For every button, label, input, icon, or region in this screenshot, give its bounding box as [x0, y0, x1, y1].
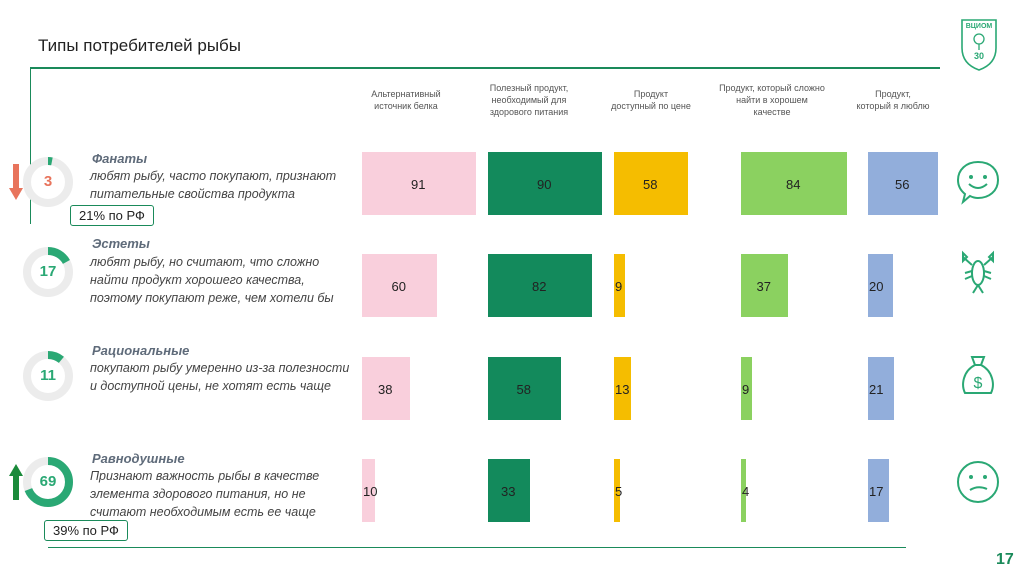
- bar: [868, 357, 894, 420]
- footer-divider: [48, 547, 906, 548]
- segment-description: любят рыбу, часто покупают, признают пит…: [90, 169, 337, 201]
- vciom-logo-icon: ВЦИОМ 30: [961, 19, 997, 71]
- column-header: Альтернативный источник белка: [371, 89, 441, 111]
- bar: [362, 459, 375, 522]
- logo-years: 30: [974, 51, 984, 61]
- bar: [614, 254, 625, 317]
- bar: [362, 152, 476, 215]
- bar-value-label: 10: [363, 484, 378, 499]
- column-header: Продукт, который я люблю: [856, 89, 930, 111]
- donut-fill: [23, 247, 73, 297]
- bar: [362, 254, 437, 317]
- logo-text: ВЦИОМ: [966, 23, 993, 30]
- money-bag-icon: $: [962, 356, 994, 394]
- rf-share-badge: 39% по РФ: [44, 520, 128, 541]
- segment-name: Эстеты: [92, 236, 150, 251]
- bar-value-label: 58: [643, 177, 658, 192]
- crayfish-icon: [962, 250, 994, 294]
- segment-description: Признают важность рыбы в качестве элемен…: [90, 469, 320, 519]
- page-title: Типы потребителей рыбы: [38, 36, 242, 55]
- bar: [741, 459, 746, 522]
- share-donut: [23, 351, 73, 401]
- segment-share: 17: [39, 263, 57, 280]
- bar: [614, 152, 688, 215]
- column-header: Продукт доступный по цене: [611, 89, 691, 111]
- segment-name: Фанаты: [92, 151, 148, 166]
- bar: [741, 357, 752, 420]
- bar-value-label: 21: [869, 382, 884, 397]
- share-donut: [23, 457, 73, 507]
- donut-fill: [23, 351, 73, 401]
- neutral-face-icon: [957, 461, 999, 503]
- bar-value-label: 56: [895, 177, 910, 192]
- bar-value-label: 13: [615, 382, 630, 397]
- header-divider: [30, 67, 940, 69]
- page-number: 17: [996, 551, 1014, 568]
- bar-value-label: 91: [411, 177, 426, 192]
- bar: [614, 459, 620, 522]
- share-donut: [23, 157, 73, 207]
- bar-value-label: 9: [742, 382, 750, 397]
- donut-fill: [23, 157, 73, 207]
- bar: [868, 152, 938, 215]
- bar: [488, 459, 530, 522]
- bar-value-label: 33: [501, 484, 516, 499]
- bar-value-label: 20: [869, 279, 884, 294]
- bar-value-label: 37: [756, 279, 771, 294]
- bar: [868, 254, 893, 317]
- bar: [868, 459, 889, 522]
- arrow-up-icon: [9, 464, 23, 500]
- segment-name: Рациональные: [92, 343, 190, 358]
- bar-value-label: 5: [615, 484, 623, 499]
- bar: [741, 254, 788, 317]
- bar-value-label: 9: [615, 279, 623, 294]
- column-header: Продукт, который сложно найти в хорошем ка…: [719, 83, 825, 117]
- segment-description: любят рыбу, но считают, что сложно найти…: [90, 255, 334, 305]
- donut-fill: [23, 457, 73, 507]
- rf-share-badge: 21% по РФ: [70, 205, 154, 226]
- bar: [488, 152, 602, 215]
- smile-face-icon: [956, 160, 1000, 205]
- bar-value-label: 58: [516, 382, 531, 397]
- left-divider: [30, 69, 31, 224]
- bar-value-label: 4: [742, 484, 750, 499]
- bar-value-label: 90: [537, 177, 552, 192]
- segment-share: 11: [40, 367, 56, 384]
- bar: [488, 357, 561, 420]
- arrow-down-icon: [9, 164, 23, 200]
- segment-name: Равнодушные: [92, 451, 185, 466]
- segment-description: покупают рыбу умеренно из-за полезности …: [90, 361, 350, 393]
- bar-value-label: 17: [869, 484, 884, 499]
- svg-text:$: $: [974, 375, 983, 392]
- bar: [362, 357, 410, 420]
- bar: [741, 152, 847, 215]
- share-donut: [23, 247, 73, 297]
- segment-share: 69: [39, 473, 57, 490]
- bar: [488, 254, 592, 317]
- bar-value-label: 60: [391, 279, 406, 294]
- bar-value-label: 82: [532, 279, 547, 294]
- column-header: Полезный продукт, необходимый для здоровог…: [489, 83, 569, 117]
- bar-value-label: 38: [378, 382, 393, 397]
- segment-share: 3: [43, 173, 53, 190]
- bar-value-label: 84: [786, 177, 801, 192]
- bar: [614, 357, 631, 420]
